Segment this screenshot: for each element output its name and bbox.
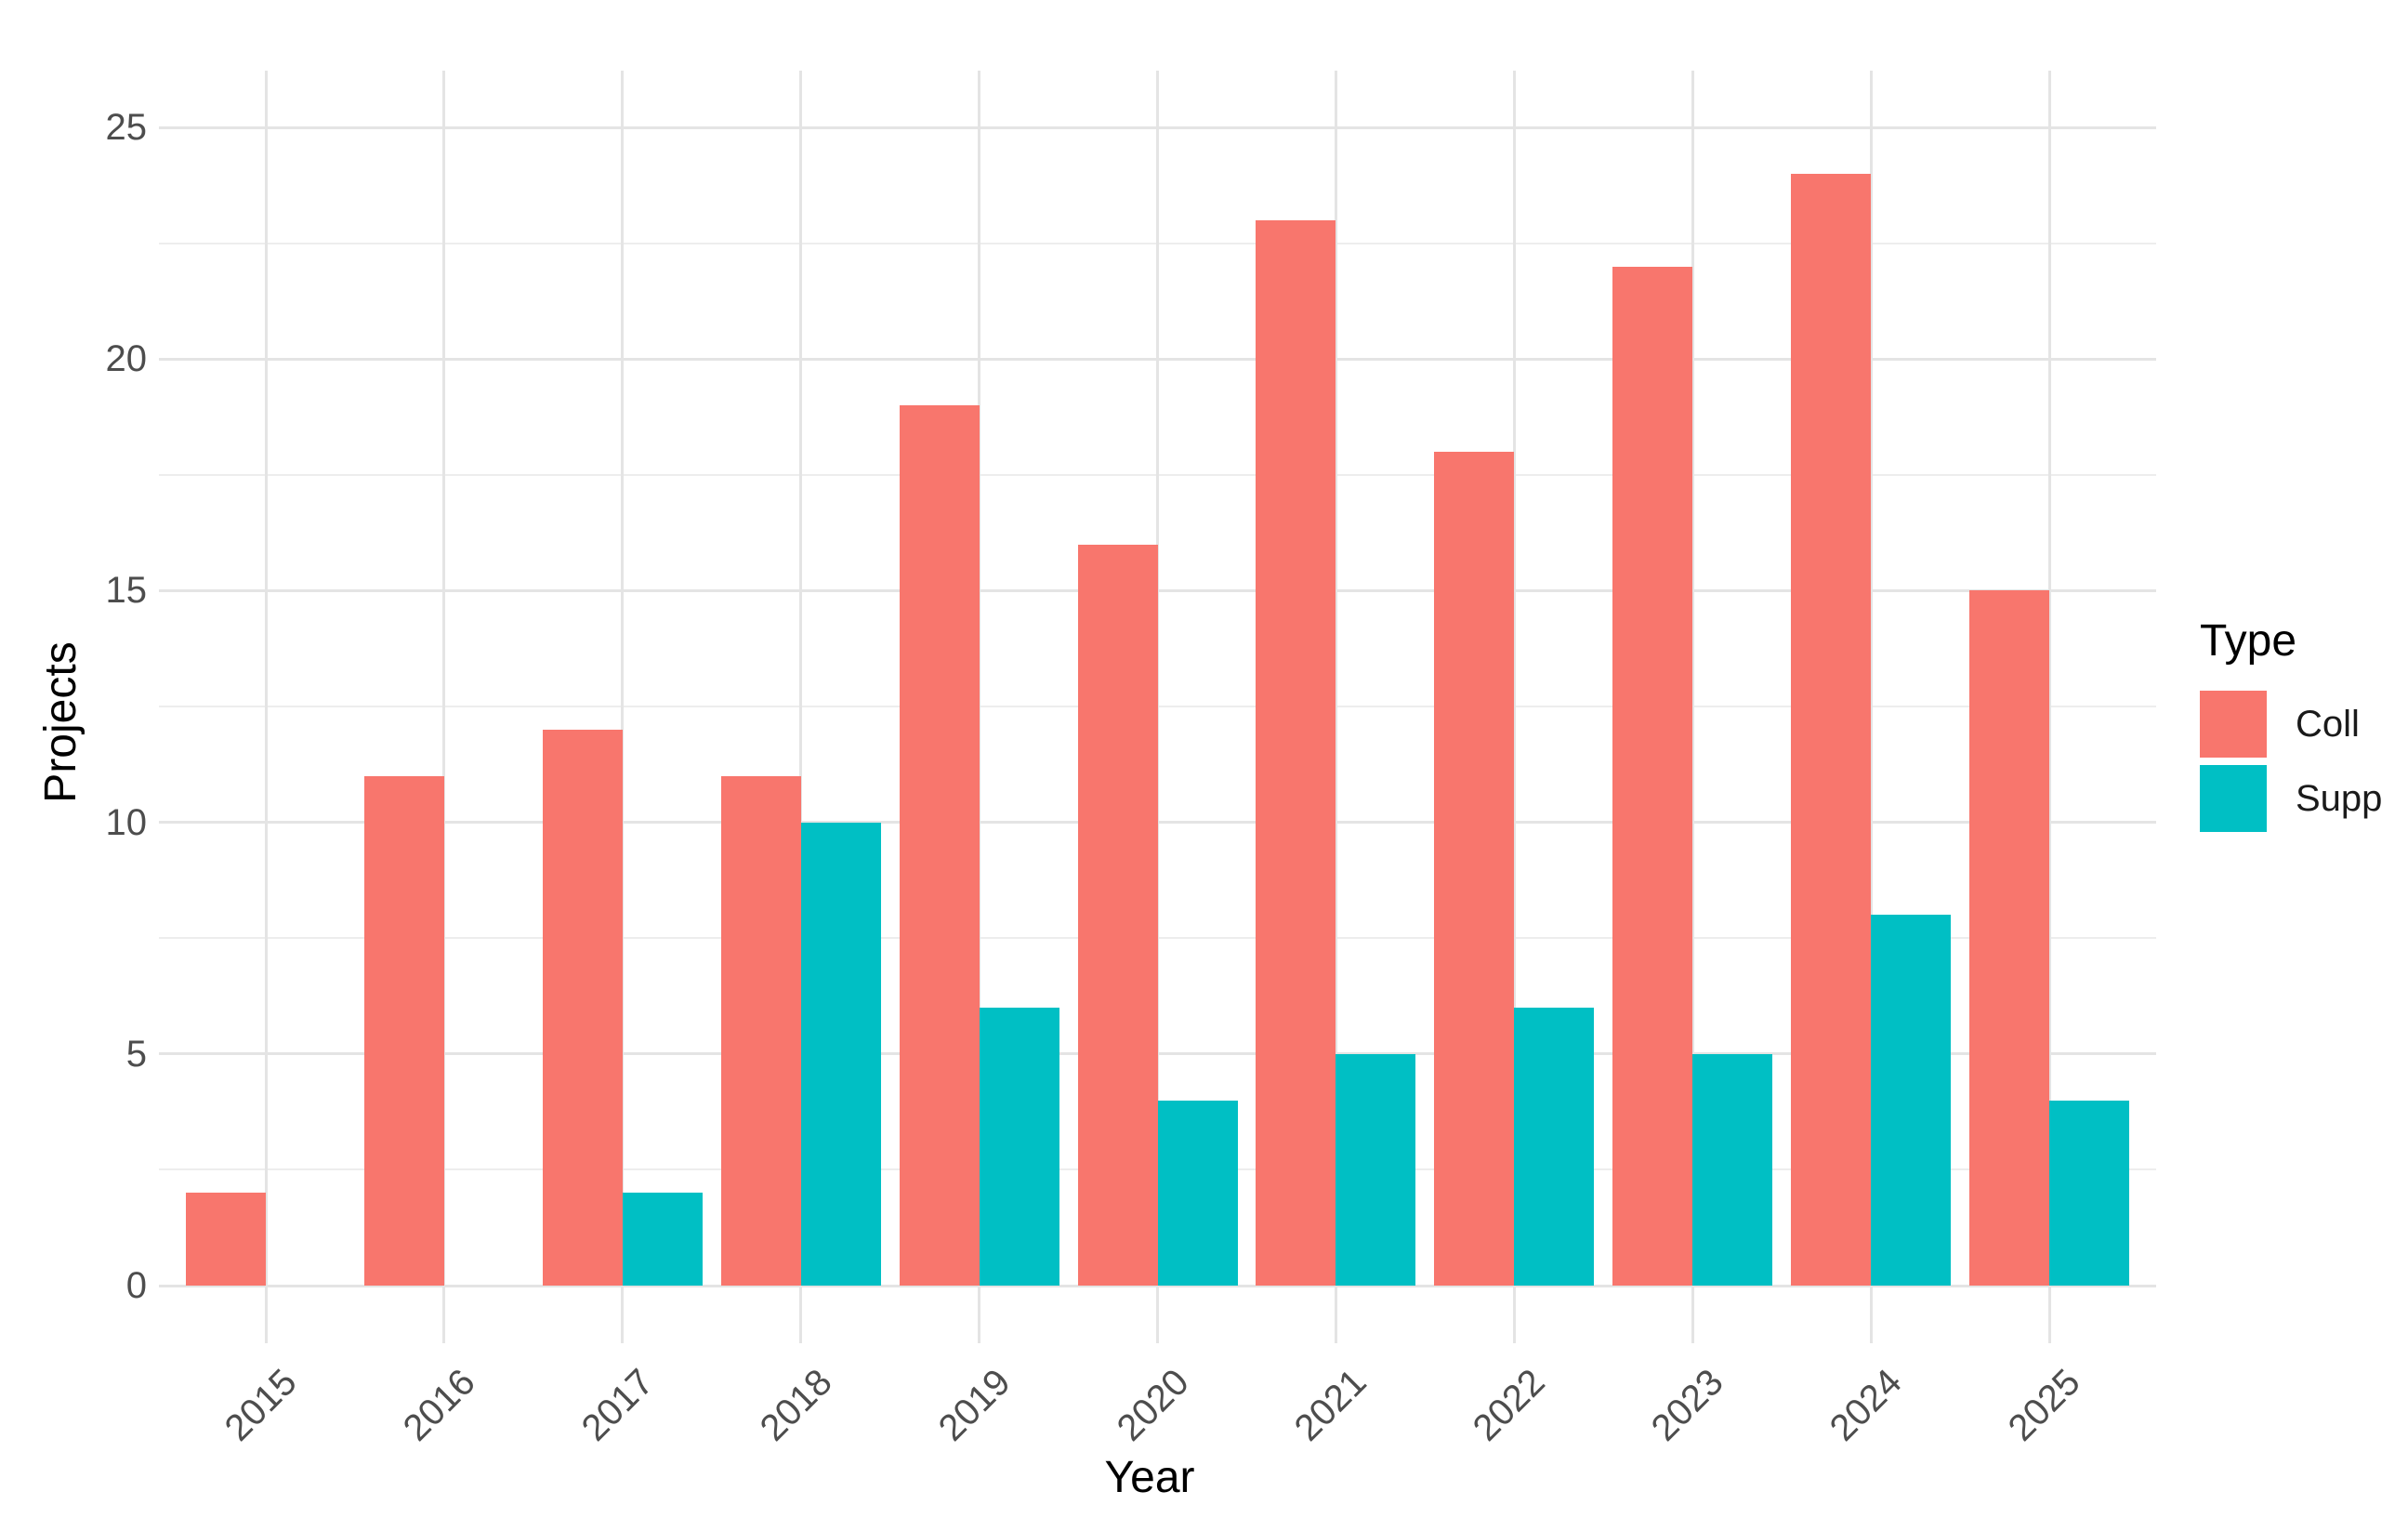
x-tick-label: 2018 xyxy=(752,1361,840,1449)
legend-items: Coll Supp xyxy=(2200,690,2383,832)
gridline-vertical xyxy=(621,71,625,1343)
x-tick-label: 2024 xyxy=(1822,1361,1910,1449)
bar-coll-2023 xyxy=(1612,266,1693,1286)
bar-supp-2019 xyxy=(979,1007,1059,1286)
x-axis-title: Year xyxy=(1104,1453,1195,1502)
y-tick-label: 10 xyxy=(105,801,148,843)
legend-item-supp: Supp xyxy=(2200,764,2383,832)
bar-supp-2023 xyxy=(1692,1053,1773,1286)
x-tick-label: 2015 xyxy=(217,1361,305,1449)
gridline-vertical xyxy=(1334,71,1337,1343)
bar-coll-2016 xyxy=(363,775,444,1286)
bar-supp-2021 xyxy=(1336,1053,1416,1286)
bar-coll-2020 xyxy=(1077,544,1158,1286)
legend-title: Type xyxy=(2200,616,2297,666)
bar-supp-2018 xyxy=(800,822,881,1286)
legend: Type Coll Supp xyxy=(2200,616,2383,839)
x-tick-label: 2023 xyxy=(1643,1361,1731,1449)
x-tick-label: 2019 xyxy=(930,1361,1019,1449)
y-tick-label: 5 xyxy=(125,1033,147,1075)
gridline-vertical xyxy=(1869,71,1873,1343)
y-tick-label: 0 xyxy=(125,1265,147,1306)
legend-swatch-coll xyxy=(2200,690,2267,758)
y-tick-label: 20 xyxy=(105,338,148,380)
bar-supp-2017 xyxy=(622,1193,703,1286)
legend-item-coll: Coll xyxy=(2200,690,2382,758)
bar-supp-2024 xyxy=(1871,915,1952,1286)
bar-coll-2015 xyxy=(186,1193,266,1286)
y-tick-label: 15 xyxy=(105,570,148,612)
x-tick-label: 2025 xyxy=(2000,1361,2088,1449)
bar-supp-2025 xyxy=(2049,1100,2129,1286)
gridline-vertical xyxy=(2047,71,2051,1343)
gridline-vertical xyxy=(1512,71,1516,1343)
y-tick-label: 25 xyxy=(105,107,148,148)
y-axis-title: Projects xyxy=(36,641,86,803)
gridline-vertical xyxy=(264,71,268,1343)
bar-coll-2019 xyxy=(899,405,980,1286)
bar-supp-2020 xyxy=(1157,1100,1238,1286)
bar-coll-2017 xyxy=(542,729,623,1286)
bar-supp-2022 xyxy=(1514,1007,1595,1286)
x-tick-label: 2021 xyxy=(1287,1361,1375,1449)
x-tick-label: 2022 xyxy=(1465,1361,1554,1449)
gridline-vertical xyxy=(442,71,446,1343)
gridline-vertical xyxy=(1691,71,1694,1343)
legend-label: Supp xyxy=(2296,777,2383,819)
gridline-vertical xyxy=(978,71,981,1343)
bar-coll-2024 xyxy=(1791,173,1872,1286)
legend-swatch-supp xyxy=(2200,764,2267,832)
x-tick-label: 2017 xyxy=(573,1361,662,1449)
legend-label: Coll xyxy=(2296,703,2360,745)
x-tick-label: 2016 xyxy=(395,1361,483,1449)
bar-coll-2018 xyxy=(720,775,801,1286)
x-tick-label: 2020 xyxy=(1109,1361,1197,1449)
bar-coll-2022 xyxy=(1434,451,1515,1286)
gridline-vertical xyxy=(799,71,803,1343)
bar-coll-2021 xyxy=(1256,219,1336,1286)
bar-coll-2025 xyxy=(1969,590,2049,1286)
gridline-vertical xyxy=(1156,71,1159,1343)
